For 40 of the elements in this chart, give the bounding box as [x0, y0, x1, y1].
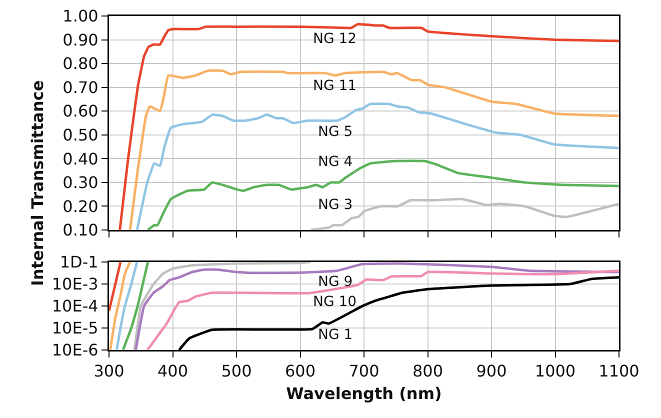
- x-axis-title: Wavelength (nm): [286, 384, 442, 404]
- y-axis-title: Internal Transmittance: [28, 80, 47, 286]
- x-tick-label: 500: [221, 362, 252, 381]
- x-tick-label: 800: [412, 362, 444, 381]
- y-tick-label: 0.70: [62, 78, 98, 97]
- x-tick-label: 300: [94, 362, 124, 381]
- y-tick-label: 10E-3: [52, 274, 98, 294]
- y-tick-label: 0.10: [62, 220, 98, 240]
- series-label: NG 11: [313, 78, 357, 94]
- series-label: NG 5: [318, 124, 353, 140]
- y-tick-label: 10E-5: [52, 318, 98, 338]
- series-label: NG 4: [318, 154, 353, 170]
- line-series: [122, 262, 150, 350]
- y-tick-label: 10E-4: [52, 296, 98, 316]
- y-tick-label: 0.30: [62, 173, 98, 192]
- y-tick-label: 0.20: [62, 196, 98, 216]
- y-tick-label: 0.80: [62, 54, 98, 74]
- x-tick-label: 700: [348, 362, 380, 381]
- y-tick-label: 0.90: [62, 30, 98, 50]
- y-tick-label: 0.40: [62, 149, 98, 168]
- y-tick-label: 1.00: [62, 6, 98, 26]
- series-label: NG 1: [318, 327, 353, 343]
- x-tick-label: 1000: [534, 362, 576, 381]
- y-tick-label: 0.50: [62, 125, 98, 144]
- series-label: NG 9: [318, 274, 353, 290]
- line-series: [118, 23, 619, 230]
- x-tick-label: 1100: [598, 362, 640, 381]
- series-label: NG 3: [318, 197, 353, 213]
- line-series: [136, 102, 619, 230]
- y-tick-label: 10E-6: [52, 340, 98, 360]
- line-series: [115, 262, 138, 350]
- line-series: [109, 262, 132, 350]
- series-label: NG 10: [313, 294, 357, 310]
- series-label: NG 12: [313, 31, 357, 47]
- y-tick-label: 1D-1: [60, 252, 98, 272]
- line-series: [128, 69, 619, 230]
- y-tick-label: 0.60: [62, 102, 98, 121]
- x-tick-label: 400: [157, 362, 188, 381]
- x-tick-label: 600: [284, 362, 316, 381]
- x-tick-label: 900: [476, 362, 507, 381]
